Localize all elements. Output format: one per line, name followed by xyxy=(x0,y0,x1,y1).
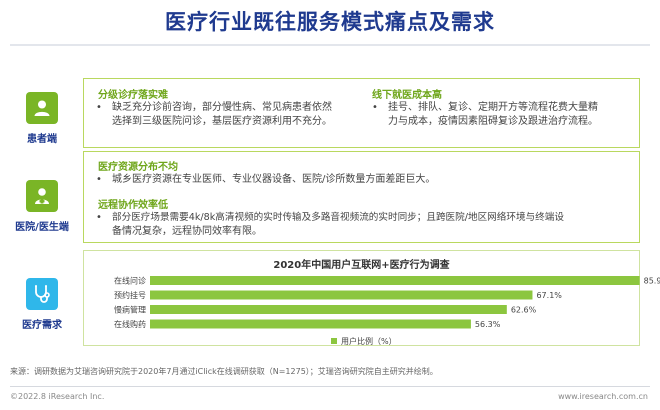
bar xyxy=(150,319,471,329)
patient-right-text-2: 力与成本，疫情因素阻碍复诊及跟进治疗流程。 xyxy=(388,116,598,127)
value-label: 62.6% xyxy=(511,306,537,315)
chart-title: 2020年中国用户互联网+医疗行为调查 xyxy=(273,260,450,271)
bullet: • xyxy=(96,212,102,223)
bullet: • xyxy=(372,102,378,113)
hospital-text-1-line: 城乡医疗资源在专业医师、专业仪器设备、医院/诊所数量方面差距巨大。 xyxy=(112,174,436,185)
page-title: 医疗行业既往服务模式痛点及需求 xyxy=(165,10,495,34)
user-icon xyxy=(26,92,58,124)
bar xyxy=(150,276,640,285)
title-divider xyxy=(10,44,650,46)
patient-pain-box xyxy=(83,78,640,148)
copyright: ©2022.8 iResearch Inc. xyxy=(10,392,105,401)
patient-section-icon-block: 患者端 xyxy=(10,92,74,145)
legend-swatch xyxy=(331,338,337,344)
category-label: 在线问诊 xyxy=(114,276,146,286)
hospital-heading-1: 医疗资源分布不均 xyxy=(98,162,178,173)
hospital-label: 医院/医生端 xyxy=(15,222,69,233)
category-label: 在线购药 xyxy=(114,319,146,329)
patient-right-text-1: 挂号、排队、复诊、定期开方等流程花费大量精 xyxy=(388,102,598,113)
category-label: 预约挂号 xyxy=(114,290,146,300)
bullet: • xyxy=(96,174,102,185)
patient-left-text-1: 缺乏充分诊前咨询，部分慢性病、常见病患者依然 xyxy=(112,102,332,113)
behavior-bar-chart: 在线问诊 85.9% 预约挂号 67.1% 慢病管理 62.6% 在线购药 56.3% 用户比例… xyxy=(114,276,660,347)
category-label: 慢病管理 xyxy=(114,305,146,315)
demand-label: 医疗需求 xyxy=(22,320,62,331)
patient-label: 患者端 xyxy=(27,134,57,145)
hospital-text-2-line-2: 备情况复杂，远程协同效率有限。 xyxy=(112,226,262,237)
demand-section-icon-block: 医疗需求 xyxy=(10,278,74,331)
legend-label: 用户比例（%） xyxy=(341,336,397,346)
stethoscope-icon xyxy=(26,278,58,310)
hospital-section-icon-block: 医院/医生端 xyxy=(10,180,74,233)
hospital-text-2-line-1: 部分医疗场景需要4k/8k高清视频的实时传输及多路音视频流的实时同步；且跨医院/… xyxy=(112,212,564,223)
doctor-icon xyxy=(26,180,58,212)
value-label: 67.1% xyxy=(536,291,562,300)
website-link[interactable]: www.iresearch.com.cn xyxy=(558,392,648,401)
bars-layer: 在线问诊 85.9% 预约挂号 67.1% 慢病管理 62.6% 在线购药 56.3% 用户比例… xyxy=(114,276,660,347)
hospital-pain-box xyxy=(83,151,640,243)
footer-divider xyxy=(10,386,650,387)
patient-right-heading: 线下就医成本高 xyxy=(372,90,442,101)
source-note: 来源：调研数据为艾瑞咨询研究院于2020年7月通过iClick在线调研获取（N=… xyxy=(10,367,438,376)
value-label: 56.3% xyxy=(475,320,501,329)
patient-left-text-2: 选择到三级医院问诊，基层医疗资源利用不充分。 xyxy=(112,116,332,127)
bullet: • xyxy=(96,102,102,113)
patient-left-heading: 分级诊疗落实难 xyxy=(98,90,168,101)
bar xyxy=(150,290,533,300)
bar xyxy=(150,305,507,314)
hospital-heading-2: 远程协作效率低 xyxy=(98,200,168,211)
value-label: 85.9% xyxy=(644,277,660,286)
